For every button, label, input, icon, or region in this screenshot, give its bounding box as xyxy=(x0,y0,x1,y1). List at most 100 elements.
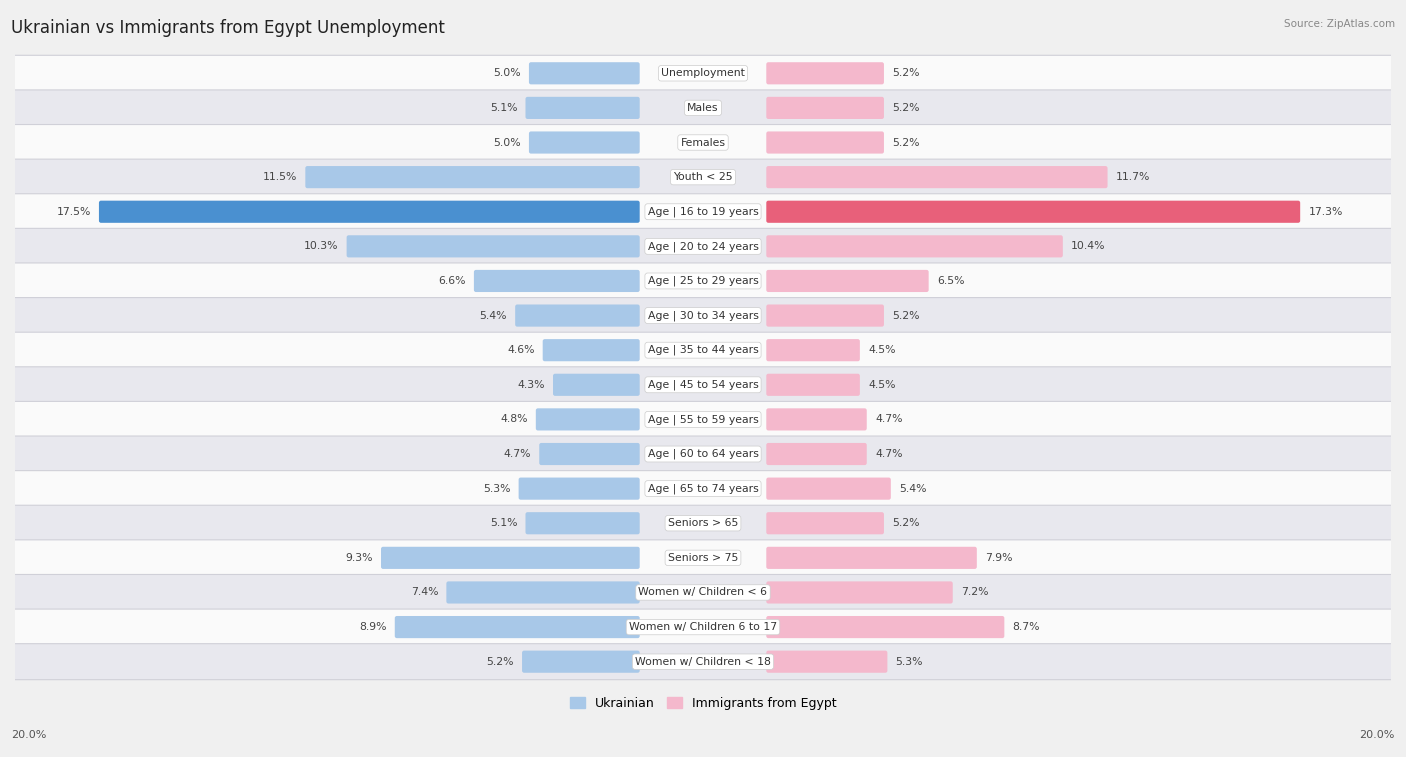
FancyBboxPatch shape xyxy=(8,298,1398,334)
Text: 5.2%: 5.2% xyxy=(486,656,513,667)
FancyBboxPatch shape xyxy=(543,339,640,361)
Text: 5.2%: 5.2% xyxy=(893,519,920,528)
Text: 4.5%: 4.5% xyxy=(868,345,896,355)
FancyBboxPatch shape xyxy=(8,367,1398,403)
Text: Unemployment: Unemployment xyxy=(661,68,745,78)
FancyBboxPatch shape xyxy=(8,229,1398,264)
Text: 6.6%: 6.6% xyxy=(439,276,465,286)
Text: Youth < 25: Youth < 25 xyxy=(673,172,733,182)
FancyBboxPatch shape xyxy=(8,55,1398,92)
FancyBboxPatch shape xyxy=(766,512,884,534)
Text: Seniors > 65: Seniors > 65 xyxy=(668,519,738,528)
FancyBboxPatch shape xyxy=(766,270,929,292)
Text: 5.0%: 5.0% xyxy=(494,68,520,78)
Text: Males: Males xyxy=(688,103,718,113)
FancyBboxPatch shape xyxy=(8,575,1398,610)
FancyBboxPatch shape xyxy=(8,124,1398,160)
Text: 7.2%: 7.2% xyxy=(960,587,988,597)
Text: 4.7%: 4.7% xyxy=(503,449,531,459)
Text: 8.9%: 8.9% xyxy=(359,622,387,632)
Legend: Ukrainian, Immigrants from Egypt: Ukrainian, Immigrants from Egypt xyxy=(565,692,841,715)
Text: Seniors > 75: Seniors > 75 xyxy=(668,553,738,563)
FancyBboxPatch shape xyxy=(8,90,1398,126)
FancyBboxPatch shape xyxy=(553,374,640,396)
Text: 6.5%: 6.5% xyxy=(936,276,965,286)
Text: 7.4%: 7.4% xyxy=(411,587,439,597)
Text: 5.4%: 5.4% xyxy=(898,484,927,494)
Text: 5.2%: 5.2% xyxy=(893,103,920,113)
Text: Age | 16 to 19 years: Age | 16 to 19 years xyxy=(648,207,758,217)
FancyBboxPatch shape xyxy=(766,97,884,119)
FancyBboxPatch shape xyxy=(526,512,640,534)
FancyBboxPatch shape xyxy=(519,478,640,500)
FancyBboxPatch shape xyxy=(766,339,860,361)
FancyBboxPatch shape xyxy=(446,581,640,603)
Text: 11.7%: 11.7% xyxy=(1116,172,1150,182)
FancyBboxPatch shape xyxy=(8,643,1398,680)
Text: Age | 55 to 59 years: Age | 55 to 59 years xyxy=(648,414,758,425)
Text: 7.9%: 7.9% xyxy=(986,553,1012,563)
FancyBboxPatch shape xyxy=(766,443,866,465)
FancyBboxPatch shape xyxy=(529,62,640,84)
Text: 5.1%: 5.1% xyxy=(489,519,517,528)
Text: Age | 60 to 64 years: Age | 60 to 64 years xyxy=(648,449,758,459)
Text: 5.4%: 5.4% xyxy=(479,310,508,320)
FancyBboxPatch shape xyxy=(305,166,640,188)
Text: Age | 20 to 24 years: Age | 20 to 24 years xyxy=(648,241,758,251)
Text: Age | 30 to 34 years: Age | 30 to 34 years xyxy=(648,310,758,321)
FancyBboxPatch shape xyxy=(766,581,953,603)
Text: 17.5%: 17.5% xyxy=(56,207,90,217)
Text: Age | 65 to 74 years: Age | 65 to 74 years xyxy=(648,484,758,494)
Text: Women w/ Children < 6: Women w/ Children < 6 xyxy=(638,587,768,597)
FancyBboxPatch shape xyxy=(766,650,887,673)
FancyBboxPatch shape xyxy=(347,235,640,257)
Text: 20.0%: 20.0% xyxy=(11,731,46,740)
Text: Women w/ Children < 18: Women w/ Children < 18 xyxy=(636,656,770,667)
FancyBboxPatch shape xyxy=(766,235,1063,257)
FancyBboxPatch shape xyxy=(8,471,1398,506)
Text: 9.3%: 9.3% xyxy=(346,553,373,563)
Text: 4.7%: 4.7% xyxy=(875,449,903,459)
Text: Females: Females xyxy=(681,138,725,148)
Text: Source: ZipAtlas.com: Source: ZipAtlas.com xyxy=(1284,19,1395,29)
Text: Ukrainian vs Immigrants from Egypt Unemployment: Ukrainian vs Immigrants from Egypt Unemp… xyxy=(11,19,446,37)
FancyBboxPatch shape xyxy=(766,478,891,500)
Text: Women w/ Children 6 to 17: Women w/ Children 6 to 17 xyxy=(628,622,778,632)
Text: 4.8%: 4.8% xyxy=(501,414,527,425)
FancyBboxPatch shape xyxy=(8,505,1398,541)
FancyBboxPatch shape xyxy=(395,616,640,638)
FancyBboxPatch shape xyxy=(8,436,1398,472)
FancyBboxPatch shape xyxy=(8,609,1398,645)
Text: Age | 25 to 29 years: Age | 25 to 29 years xyxy=(648,276,758,286)
FancyBboxPatch shape xyxy=(766,201,1301,223)
FancyBboxPatch shape xyxy=(8,194,1398,229)
FancyBboxPatch shape xyxy=(526,97,640,119)
FancyBboxPatch shape xyxy=(98,201,640,223)
Text: 4.6%: 4.6% xyxy=(508,345,534,355)
Text: 11.5%: 11.5% xyxy=(263,172,297,182)
FancyBboxPatch shape xyxy=(8,263,1398,299)
FancyBboxPatch shape xyxy=(766,62,884,84)
Text: Age | 35 to 44 years: Age | 35 to 44 years xyxy=(648,345,758,356)
FancyBboxPatch shape xyxy=(8,159,1398,195)
Text: 5.2%: 5.2% xyxy=(893,310,920,320)
Text: Age | 45 to 54 years: Age | 45 to 54 years xyxy=(648,379,758,390)
FancyBboxPatch shape xyxy=(381,547,640,569)
FancyBboxPatch shape xyxy=(766,616,1004,638)
Text: 4.7%: 4.7% xyxy=(875,414,903,425)
FancyBboxPatch shape xyxy=(766,132,884,154)
FancyBboxPatch shape xyxy=(540,443,640,465)
FancyBboxPatch shape xyxy=(8,540,1398,576)
Text: 10.3%: 10.3% xyxy=(304,241,339,251)
Text: 20.0%: 20.0% xyxy=(1360,731,1395,740)
Text: 4.5%: 4.5% xyxy=(868,380,896,390)
FancyBboxPatch shape xyxy=(474,270,640,292)
FancyBboxPatch shape xyxy=(515,304,640,327)
FancyBboxPatch shape xyxy=(766,374,860,396)
Text: 4.3%: 4.3% xyxy=(517,380,544,390)
FancyBboxPatch shape xyxy=(8,401,1398,438)
FancyBboxPatch shape xyxy=(8,332,1398,368)
Text: 5.0%: 5.0% xyxy=(494,138,520,148)
Text: 17.3%: 17.3% xyxy=(1309,207,1343,217)
FancyBboxPatch shape xyxy=(766,166,1108,188)
